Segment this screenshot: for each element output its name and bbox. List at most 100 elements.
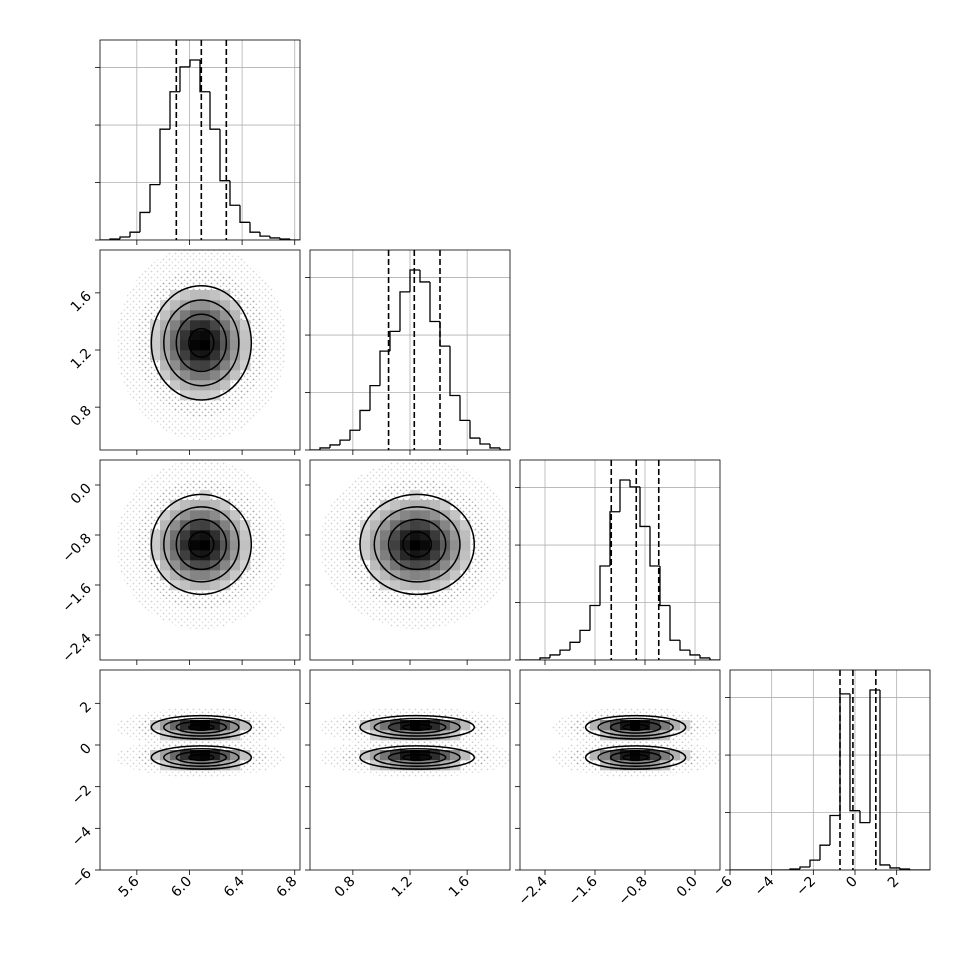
density-cell [200, 560, 211, 571]
density-cell [200, 520, 211, 531]
density-cell [430, 530, 441, 541]
contour [402, 753, 433, 762]
histogram-step [389, 330, 400, 352]
density-cell [380, 730, 391, 741]
density-cell [360, 750, 371, 761]
density-cell [450, 540, 461, 551]
density-cell [170, 530, 181, 541]
density-cell [220, 520, 231, 531]
x-tick-label: 5.6 [116, 873, 143, 900]
density-cell [230, 540, 241, 551]
density-cell [410, 580, 421, 591]
density-cell [390, 540, 401, 551]
density-cell [370, 540, 381, 551]
density-cell [200, 330, 211, 341]
histogram-step [669, 605, 680, 641]
histogram-step [819, 844, 830, 861]
contour [373, 506, 461, 583]
histogram-step [499, 447, 510, 450]
density-cell [170, 300, 181, 311]
histogram-step [189, 59, 200, 67]
contour [188, 723, 215, 731]
histogram-step [239, 205, 250, 223]
histogram-step [889, 864, 900, 869]
contour [359, 493, 476, 596]
density-cell [170, 500, 181, 511]
density-cell [180, 350, 191, 361]
density-cell [170, 520, 181, 531]
x-tick-label: 6.4 [221, 873, 248, 900]
histogram-step [599, 565, 610, 606]
histogram-step [659, 565, 670, 607]
density-cell [240, 540, 251, 551]
density-cell [190, 320, 201, 331]
density-cell [200, 530, 211, 541]
contour [163, 299, 240, 387]
density-cell [440, 530, 451, 541]
density-cell [200, 540, 211, 551]
density-cell [160, 540, 171, 551]
contour [359, 745, 476, 770]
histogram-step [609, 511, 620, 566]
density-cell [420, 530, 431, 541]
density-cell [430, 500, 441, 511]
histogram-step [489, 444, 500, 449]
density-cell [170, 370, 181, 381]
density-cell [600, 720, 611, 731]
density-cell [370, 550, 381, 561]
density-cell [410, 500, 421, 511]
density-cell [370, 570, 381, 581]
histogram-step [699, 654, 710, 659]
density-cell [420, 540, 431, 551]
density-cell [220, 560, 231, 571]
histogram-step [619, 479, 630, 512]
histogram-step [909, 869, 920, 870]
contour [175, 750, 228, 765]
density-cell [230, 520, 241, 531]
density-cell [240, 320, 251, 331]
density-cell [230, 570, 241, 581]
density-cell [610, 720, 621, 731]
density-cell [450, 750, 461, 761]
density-cell [180, 570, 191, 581]
x-tick-label: 6.0 [168, 874, 195, 901]
histogram-step [559, 649, 570, 655]
density-cell [440, 730, 451, 741]
contour [188, 753, 215, 762]
histogram-step [269, 236, 280, 239]
contour [387, 750, 447, 765]
density-cell [200, 390, 211, 401]
density-cell [180, 550, 191, 561]
density-cell [230, 340, 241, 351]
histogram-step [899, 867, 910, 870]
density-cell [420, 570, 431, 581]
density-cell [160, 300, 171, 311]
histogram-step [329, 444, 340, 448]
density-cell [230, 530, 241, 541]
histogram-step [219, 129, 230, 182]
density-cell [200, 360, 211, 371]
histogram-step [209, 91, 220, 130]
y-tick-label: −4 [69, 824, 95, 850]
density-cell [630, 760, 641, 771]
density-cell [190, 500, 201, 511]
density-cell [230, 370, 241, 381]
contour [622, 753, 649, 762]
histogram-step [469, 420, 480, 439]
density-cell [410, 530, 421, 541]
histogram-step [709, 657, 720, 660]
density-cell [430, 510, 441, 521]
density-cell [670, 720, 681, 731]
density-cell [360, 720, 371, 731]
density-cell [430, 550, 441, 561]
density-cell [360, 530, 371, 541]
density-cell [390, 500, 401, 511]
density-cell [670, 750, 681, 761]
density-cell [440, 520, 451, 531]
density-cell [610, 750, 621, 761]
density-cell [200, 300, 211, 311]
density-cell [460, 560, 471, 571]
density-cell [400, 520, 411, 531]
density-cell [230, 760, 241, 771]
density-cell [190, 370, 201, 381]
